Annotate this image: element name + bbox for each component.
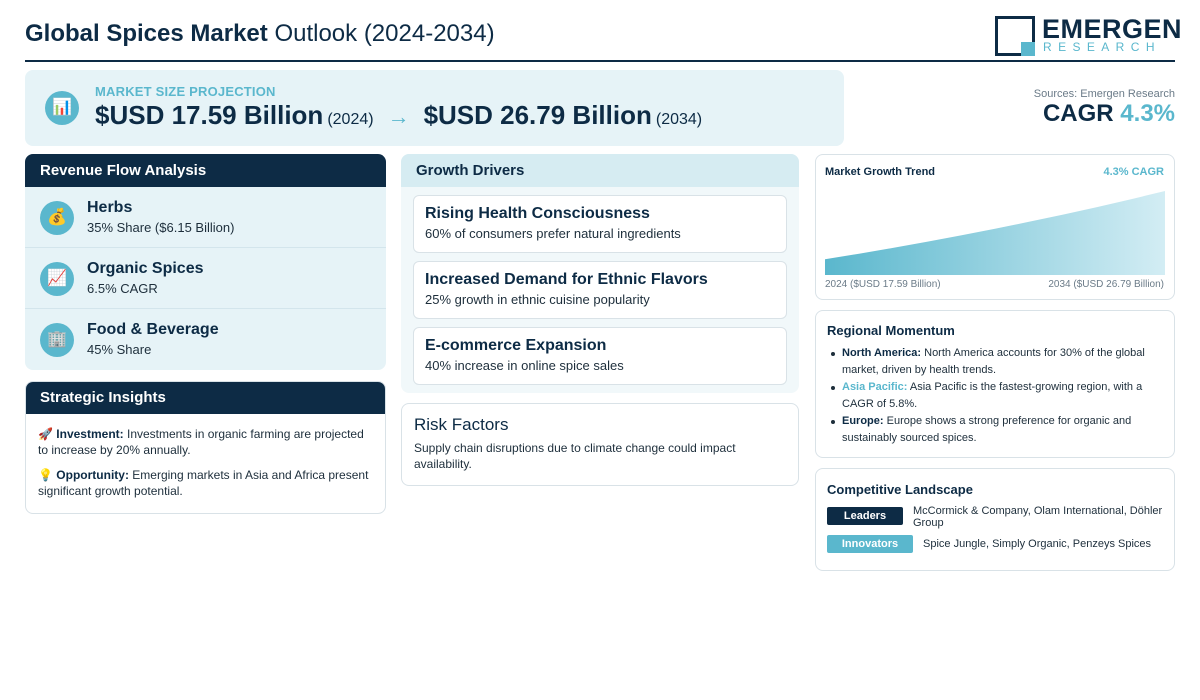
revenue-item-food-beverage: 🏢 Food & Beverage 45% Share — [25, 309, 386, 370]
projection-values: $USD 17.59 Billion (2024) → $USD 26.79 Bill… — [95, 100, 702, 131]
driver-item: E-commerce Expansion 40% increase in onl… — [413, 327, 787, 385]
trend-title: Market Growth Trend — [825, 166, 936, 178]
page-header: Global Spices Market Outlook (2024-2034)… — [25, 12, 1182, 62]
end-value: $USD 26.79 Billion — [423, 100, 652, 130]
logo-main-text: EMERGEN — [1042, 14, 1183, 44]
trend-start-label: 2024 ($USD 17.59 Billion) — [825, 279, 941, 290]
revenue-item-subtitle: 35% Share ($6.15 Billion) — [87, 220, 235, 235]
region-item-asia-pacific: Asia Pacific: Asia Pacific is the fastes… — [827, 379, 1163, 412]
strategic-insights-body: 🚀 Investment: Investments in organic far… — [26, 414, 385, 499]
revenue-item-title: Food & Beverage — [87, 321, 219, 338]
bar-chart-icon: 📊 — [45, 91, 79, 125]
region-name: Europe: — [842, 415, 884, 427]
trend-cagr-label: 4.3% CAGR — [1103, 166, 1164, 178]
growth-drivers-title: Growth Drivers — [401, 154, 799, 187]
revenue-item-title: Organic Spices — [87, 260, 204, 277]
market-size-projection: 📊 MARKET SIZE PROJECTION $USD 17.59 Bill… — [25, 70, 844, 146]
insight-text: Emerging markets in Asia and Africa pres… — [38, 468, 369, 498]
competitive-landscape-title: Competitive Landscape — [827, 482, 973, 497]
light-bulb-icon: 💡 — [38, 468, 53, 482]
driver-title: Increased Demand for Ethnic Flavors — [425, 271, 708, 288]
cagr-summary: CAGR 4.3% — [1043, 100, 1175, 128]
revenue-item-herbs: 💰 Herbs 35% Share ($6.15 Billion) — [25, 187, 386, 248]
money-bag-icon: 💰 — [40, 201, 74, 235]
revenue-item-subtitle: 45% Share — [87, 342, 152, 357]
page-title-bold: Global Spices Market — [25, 20, 268, 47]
regional-momentum-title: Regional Momentum — [827, 323, 955, 338]
end-year: (2034) — [655, 111, 703, 128]
driver-item: Rising Health Consciousness 60% of consu… — [413, 195, 787, 253]
insight-label: Opportunity: — [56, 468, 129, 482]
page-title-rest: Outlook (2024-2034) — [274, 20, 495, 47]
innovators-list: Spice Jungle, Simply Organic, Penzeys Sp… — [923, 538, 1152, 550]
region-text: North America accounts for 30% of the gl… — [842, 347, 1145, 376]
trend-up-icon: 📈 — [40, 262, 74, 296]
risk-factors-card: Risk Factors Supply chain disruptions du… — [401, 403, 799, 486]
revenue-flow-card: Revenue Flow Analysis 💰 Herbs 35% Share … — [25, 154, 386, 370]
driver-title: Rising Health Consciousness — [425, 205, 650, 222]
region-name: North America: — [842, 347, 922, 359]
region-text: Asia Pacific is the fastest-growing regi… — [842, 381, 1143, 410]
driver-item: Increased Demand for Ethnic Flavors 25% … — [413, 261, 787, 319]
driver-subtitle: 25% growth in ethnic cuisine popularity — [425, 292, 650, 307]
insight-label: Investment: — [56, 427, 124, 441]
insight-investment: 🚀 Investment: Investments in organic far… — [38, 426, 373, 458]
page-title: Global Spices Market Outlook (2024-2034) — [25, 20, 495, 48]
trend-area-chart — [825, 191, 1165, 275]
driver-subtitle: 60% of consumers prefer natural ingredie… — [425, 226, 681, 241]
driver-subtitle: 40% increase in online spice sales — [425, 358, 624, 373]
building-icon: 🏢 — [40, 323, 74, 357]
cagr-label: CAGR — [1042, 100, 1114, 127]
rocket-icon: 🚀 — [38, 427, 53, 441]
leaders-list: McCormick & Company, Olam International,… — [913, 505, 1163, 529]
arrow-right-icon: → — [387, 104, 410, 129]
trend-end-label: 2034 ($USD 26.79 Billion) — [1048, 279, 1164, 290]
revenue-item-title: Herbs — [87, 199, 133, 216]
region-text: Europe shows a strong preference for org… — [842, 415, 1132, 444]
sources-note: Sources: Emergen Research — [1033, 88, 1175, 100]
region-item-north-america: North America: North America accounts fo… — [827, 345, 1163, 378]
trend-area — [825, 191, 1165, 275]
innovators-badge: Innovators — [827, 535, 913, 553]
regional-momentum-card: Regional Momentum North America: North A… — [815, 310, 1175, 458]
emergen-logo: EMERGEN RESEARCH — [995, 14, 1182, 56]
market-growth-trend-card: Market Growth Trend 4.3% CAGR 2024 ($USD… — [815, 154, 1175, 300]
regional-list: North America: North America accounts fo… — [827, 345, 1163, 447]
start-value: $USD 17.59 Billion — [95, 100, 324, 130]
strategic-insights-card: Strategic Insights 🚀 Investment: Investm… — [25, 381, 386, 514]
start-year: (2024) — [327, 111, 374, 128]
competitive-landscape-card: Competitive Landscape Leaders McCormick … — [815, 468, 1175, 571]
cagr-value: 4.3% — [1120, 100, 1175, 127]
insight-opportunity: 💡 Opportunity: Emerging markets in Asia … — [38, 467, 373, 499]
risk-factors-title: Risk Factors — [414, 415, 509, 434]
revenue-item-subtitle: 6.5% CAGR — [87, 281, 158, 296]
region-item-europe: Europe: Europe shows a strong preference… — [827, 413, 1163, 446]
growth-drivers-card: Growth Drivers Rising Health Consciousne… — [401, 154, 799, 393]
logo-mark-icon — [995, 16, 1035, 56]
leaders-badge: Leaders — [827, 507, 903, 525]
risk-factors-text: Supply chain disruptions due to climate … — [414, 441, 736, 471]
strategic-insights-title: Strategic Insights — [26, 382, 385, 414]
insight-text: Investments in organic farming are proje… — [38, 427, 364, 457]
projection-label: MARKET SIZE PROJECTION — [95, 84, 276, 99]
revenue-flow-title: Revenue Flow Analysis — [25, 154, 386, 187]
driver-title: E-commerce Expansion — [425, 337, 607, 354]
revenue-item-organic-spices: 📈 Organic Spices 6.5% CAGR — [25, 248, 386, 309]
logo-sub-text: RESEARCH — [1043, 40, 1161, 54]
region-name: Asia Pacific: — [842, 381, 908, 393]
